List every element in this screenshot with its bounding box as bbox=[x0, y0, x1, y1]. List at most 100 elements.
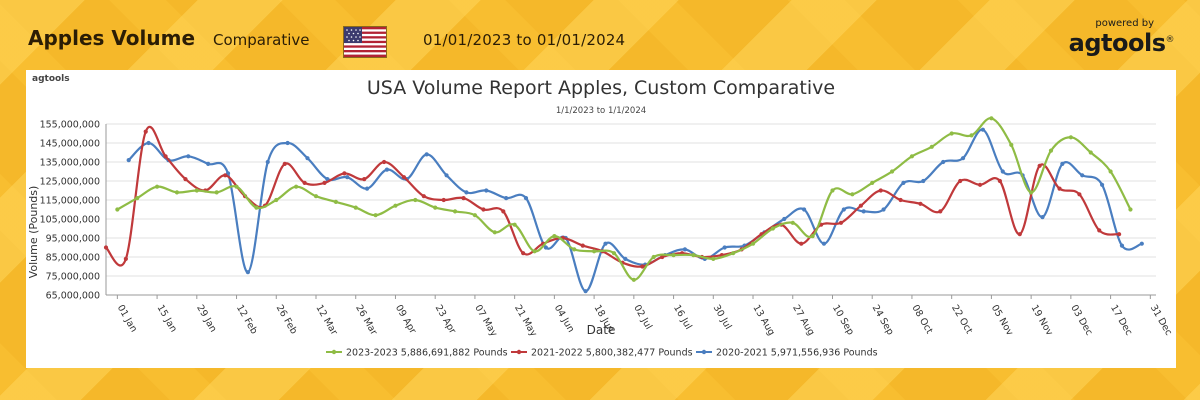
data-point bbox=[481, 207, 486, 212]
data-point bbox=[362, 177, 367, 182]
data-point bbox=[214, 190, 219, 195]
data-point bbox=[154, 184, 160, 189]
data-point bbox=[631, 277, 636, 282]
data-point bbox=[969, 133, 974, 138]
data-point bbox=[234, 184, 239, 189]
data-point bbox=[691, 253, 696, 258]
y-tick-label: 115,000,000 bbox=[40, 196, 100, 207]
data-point bbox=[603, 241, 608, 246]
data-point bbox=[830, 188, 835, 193]
legend-item: 2021-2022 5,800,382,477 Pounds bbox=[511, 348, 693, 359]
data-point bbox=[790, 220, 795, 225]
x-tick-label: 02 Jul bbox=[631, 303, 654, 332]
data-point bbox=[799, 241, 804, 246]
data-point bbox=[313, 194, 319, 199]
data-point bbox=[1040, 215, 1045, 220]
data-point bbox=[841, 207, 846, 212]
series-s2020 bbox=[126, 127, 1144, 294]
data-point bbox=[660, 254, 665, 260]
data-point bbox=[1057, 186, 1062, 191]
data-point bbox=[881, 207, 886, 212]
data-point bbox=[146, 140, 151, 146]
data-point bbox=[731, 251, 736, 256]
data-point bbox=[651, 254, 656, 260]
data-point bbox=[850, 192, 855, 197]
x-tick-label: 24 Sep bbox=[870, 303, 896, 337]
data-point bbox=[1029, 190, 1034, 195]
data-point bbox=[452, 209, 458, 214]
data-point bbox=[174, 190, 180, 195]
chart-panel: agtools 65,000,000 75,000,000 85,000,000 95… bbox=[26, 70, 1176, 368]
x-tick-label: 29 Jan bbox=[194, 303, 218, 334]
x-tick-label: 16 Jul bbox=[671, 303, 694, 332]
x-tick-label: 09 Apr bbox=[393, 303, 418, 336]
data-point bbox=[532, 249, 537, 254]
x-tick-label: 13 Aug bbox=[750, 303, 776, 338]
legend-item: 2023-2023 5,886,691,882 Pounds bbox=[326, 348, 508, 359]
data-point bbox=[1128, 207, 1133, 212]
data-point bbox=[592, 249, 597, 254]
data-point bbox=[918, 201, 923, 206]
chart-title: USA Volume Report Apples, Custom Compara… bbox=[367, 77, 835, 99]
data-point bbox=[901, 180, 906, 185]
data-point bbox=[722, 245, 727, 250]
data-point bbox=[543, 245, 548, 250]
x-tick-label: 21 May bbox=[512, 303, 539, 339]
data-point bbox=[345, 175, 350, 180]
data-point bbox=[861, 209, 866, 214]
data-point bbox=[353, 205, 358, 210]
registered-mark: ® bbox=[1165, 35, 1175, 45]
x-tick-label: 31 Dec bbox=[1148, 303, 1174, 338]
panel-logo: agtools bbox=[32, 74, 70, 84]
data-point bbox=[1060, 161, 1065, 166]
data-point bbox=[640, 264, 645, 269]
data-point bbox=[282, 161, 287, 166]
data-point bbox=[305, 156, 310, 161]
y-tick-label: 95,000,000 bbox=[46, 234, 100, 245]
data-point bbox=[929, 144, 934, 149]
data-point bbox=[770, 226, 775, 231]
data-point bbox=[1117, 232, 1122, 237]
data-point bbox=[342, 171, 347, 176]
data-point bbox=[580, 243, 585, 248]
data-point bbox=[472, 213, 478, 218]
legend-marker bbox=[331, 349, 337, 355]
brand-name: agtools bbox=[1068, 29, 1166, 57]
x-tick-label: 30 Jul bbox=[711, 303, 734, 332]
legend-label: 2023-2023 5,886,691,882 Pounds bbox=[346, 348, 508, 359]
grid-layer bbox=[106, 123, 1156, 296]
x-tick-label: 19 Nov bbox=[1029, 303, 1056, 338]
data-point bbox=[938, 209, 943, 214]
data-point bbox=[424, 152, 429, 157]
y-tick-label: 105,000,000 bbox=[40, 215, 100, 226]
y-tick-label: 145,000,000 bbox=[40, 139, 100, 150]
data-point bbox=[682, 247, 688, 252]
y-tick-label: 125,000,000 bbox=[40, 177, 100, 188]
page-title: Apples Volume bbox=[28, 26, 196, 50]
data-point bbox=[1108, 169, 1113, 174]
agtools-logo: agtools® bbox=[1068, 29, 1175, 57]
data-point bbox=[186, 154, 191, 159]
data-point bbox=[126, 158, 131, 163]
legend: 2023-2023 5,886,691,882 Pounds 2021-2022 … bbox=[326, 348, 878, 359]
data-point bbox=[123, 256, 128, 261]
x-axis-title: Date bbox=[587, 323, 616, 337]
data-point bbox=[364, 186, 370, 191]
data-point bbox=[1009, 142, 1014, 147]
data-point bbox=[333, 199, 338, 204]
y-tick-label: 155,000,000 bbox=[40, 120, 100, 131]
data-point bbox=[1097, 228, 1102, 233]
data-point bbox=[103, 245, 109, 250]
data-point bbox=[302, 180, 307, 185]
data-point bbox=[1139, 241, 1144, 246]
data-point bbox=[393, 203, 398, 208]
data-point bbox=[977, 182, 983, 187]
data-point bbox=[878, 188, 883, 193]
data-point bbox=[802, 207, 807, 212]
y-tick-label: 65,000,000 bbox=[46, 291, 100, 302]
data-point bbox=[611, 251, 617, 256]
data-point bbox=[949, 131, 954, 136]
y-tick-label: 85,000,000 bbox=[46, 253, 100, 264]
data-point bbox=[294, 184, 299, 189]
data-point bbox=[163, 154, 168, 159]
